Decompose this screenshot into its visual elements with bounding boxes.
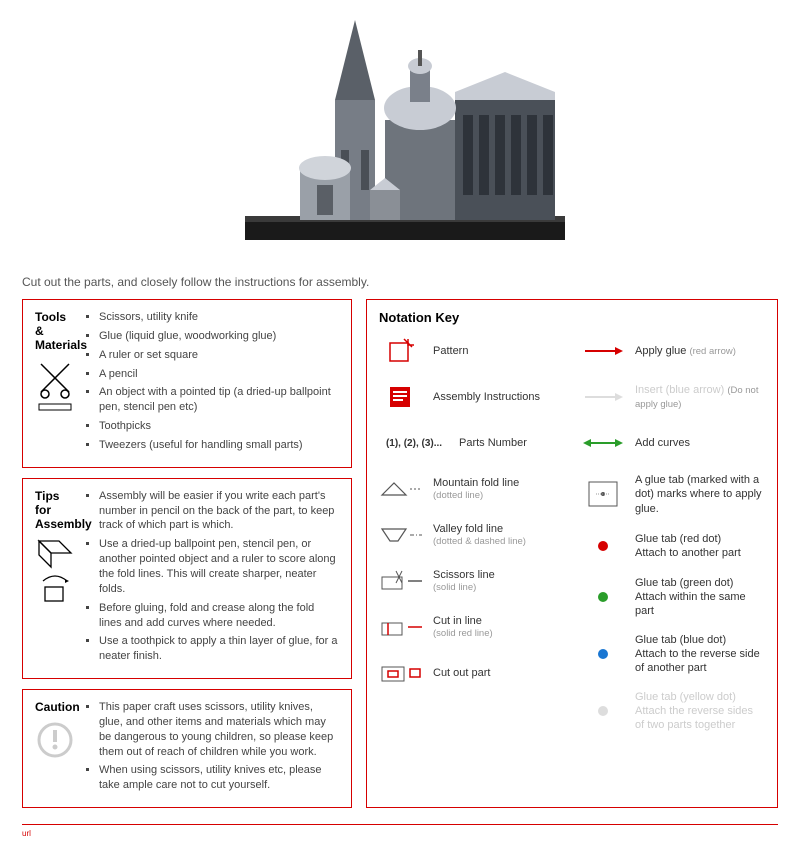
tools-box: Tools & Materials Scissors, utility knif…: [22, 299, 352, 468]
warning-icon: [35, 720, 75, 760]
notation-row: (1), (2), (3)...Parts Number: [379, 427, 563, 459]
caution-box: Caution This paper craft uses scissors, …: [22, 689, 352, 808]
notation-row: Pattern: [379, 335, 563, 367]
list-item: Toothpicks: [99, 419, 339, 434]
tools-title: Tools & Materials: [35, 310, 77, 352]
notation-row: Glue tab (blue dot)Attach to the reverse…: [581, 633, 765, 676]
notation-row: Assembly Instructions: [379, 381, 563, 413]
notation-row: Add curves: [581, 427, 765, 459]
notation-row: Valley fold line(dotted & dashed line): [379, 519, 563, 551]
footer: url: [22, 824, 778, 838]
notation-box: Notation Key Pattern Assembly Instruction…: [366, 299, 778, 808]
caution-title: Caution: [35, 700, 77, 714]
list-item: Scissors, utility knife: [99, 310, 339, 325]
list-item: Before gluing, fold and crease along the…: [99, 601, 339, 631]
notation-row: Cut in line(solid red line): [379, 611, 563, 643]
notation-title: Notation Key: [379, 310, 765, 325]
list-item: Glue (liquid glue, woodworking glue): [99, 329, 339, 344]
list-item: Use a toothpick to apply a thin layer of…: [99, 634, 339, 664]
list-item: A pencil: [99, 367, 339, 382]
notation-row: Mountain fold line(dotted line): [379, 473, 563, 505]
hero-image: [22, 0, 778, 271]
fold-icon: [35, 537, 75, 607]
notation-row: Apply glue (red arrow): [581, 335, 765, 367]
list-item: A ruler or set square: [99, 348, 339, 363]
notation-row: Cut out part: [379, 657, 563, 689]
notation-row: Glue tab (yellow dot)Attach the reverse …: [581, 690, 765, 733]
scissors-ruler-icon: [35, 358, 75, 414]
tips-title: Tips for Assembly: [35, 489, 77, 531]
list-item: When using scissors, utility knives etc,…: [99, 763, 339, 793]
notation-row: Glue tab (red dot)Attach to another part: [581, 530, 765, 562]
notation-row: Scissors line(solid line): [379, 565, 563, 597]
list-item: Assembly will be easier if you write eac…: [99, 489, 339, 534]
notation-row: A glue tab (marked with a dot) marks whe…: [581, 473, 765, 516]
notation-row: Insert (blue arrow) (Do not apply glue): [581, 381, 765, 413]
list-item: Use a dried-up ballpoint pen, stencil pe…: [99, 537, 339, 596]
list-item: This paper craft uses scissors, utility …: [99, 700, 339, 759]
tips-box: Tips for Assembly Assembly will be easie…: [22, 478, 352, 679]
notation-row: Glue tab (green dot)Attach within the sa…: [581, 576, 765, 619]
list-item: An object with a pointed tip (a dried-up…: [99, 385, 339, 415]
intro-text: Cut out the parts, and closely follow th…: [22, 275, 778, 289]
list-item: Tweezers (useful for handling small part…: [99, 438, 339, 453]
